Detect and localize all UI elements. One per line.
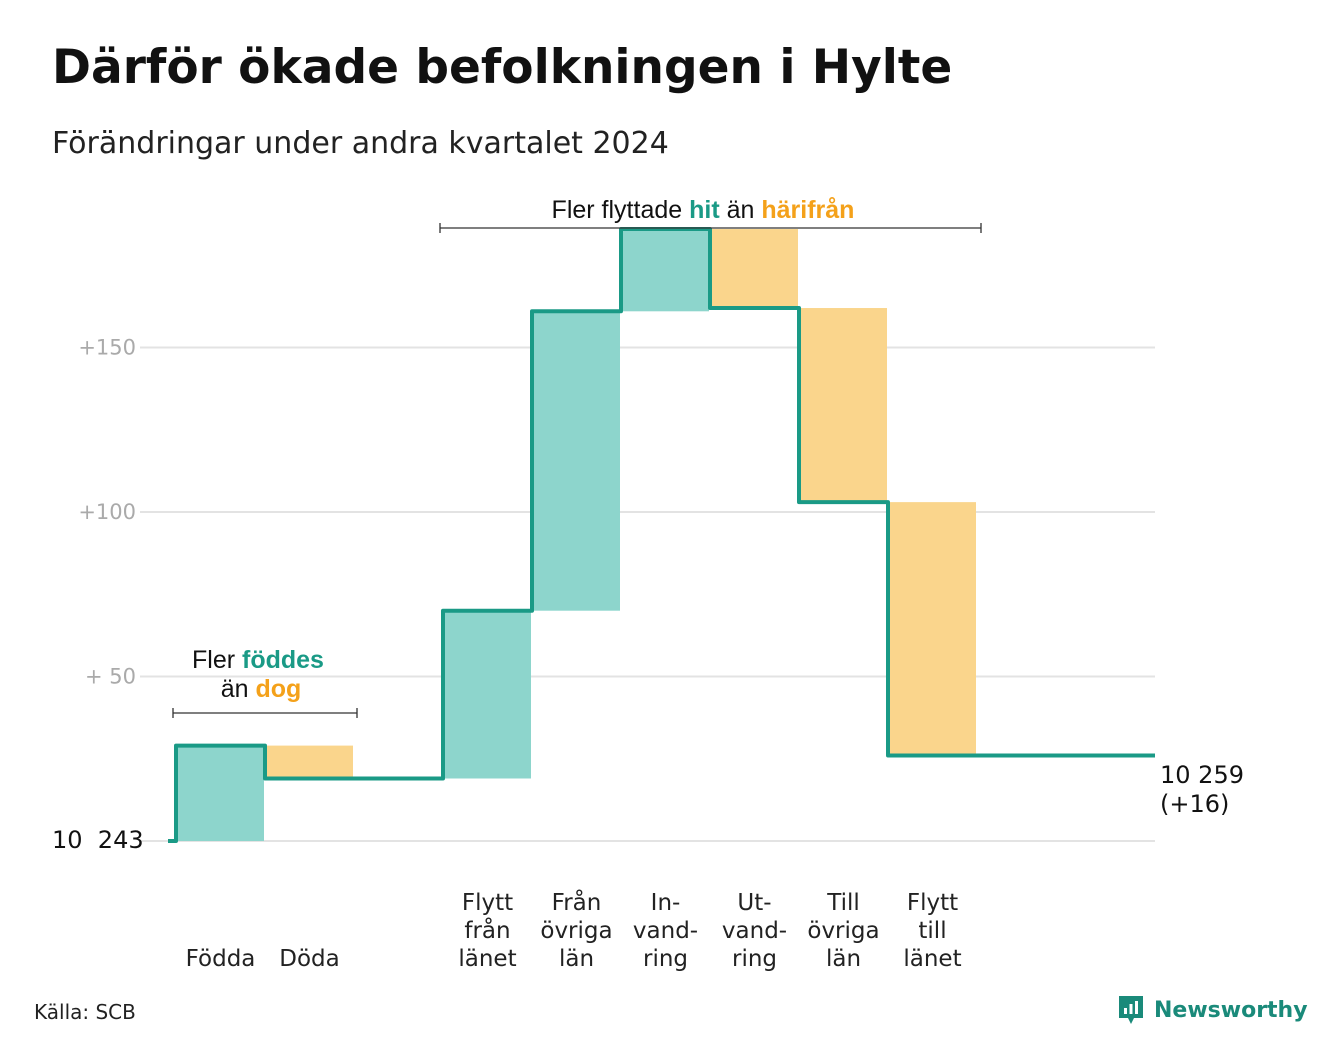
bar-decrease	[799, 308, 887, 503]
births-bracket	[172, 708, 358, 718]
brand-name: Newsworthy	[1154, 997, 1308, 1023]
births-annotation-line2: än dog	[221, 675, 302, 703]
waterfall-chart: +150+100+ 50 Födda DödaFlyttfrånlänetFrån…	[52, 196, 1244, 972]
end-value-label: 10 259	[1160, 761, 1244, 789]
births-annotation-line1: Fler föddes	[192, 646, 324, 674]
category-label: länet	[903, 946, 961, 972]
source-note: Källa: SCB	[34, 1000, 136, 1024]
bar-increase	[176, 745, 264, 841]
y-tick-label: +100	[78, 500, 136, 524]
category-label: Flytt	[907, 890, 958, 916]
gridlines	[140, 346, 1155, 842]
bar-decrease	[710, 229, 798, 309]
moves-bracket	[439, 223, 982, 233]
category-label: vand-	[722, 918, 787, 944]
newsworthy-logo: Newsworthy	[1116, 993, 1308, 1027]
category-label: län	[826, 946, 861, 972]
bar-decrease	[265, 745, 353, 779]
chart-title: Därför ökade befolkningen i Hylte	[52, 40, 953, 95]
category-label: län	[559, 946, 594, 972]
category-label: Födda	[186, 946, 256, 972]
start-value-label: 10 243	[52, 826, 144, 854]
bar-decrease	[888, 502, 976, 756]
category-label: vand-	[633, 918, 698, 944]
bars	[176, 229, 976, 841]
category-labels: Födda DödaFlyttfrånlänetFrånövrigalänIn-v…	[186, 888, 962, 972]
category-label: till	[918, 918, 946, 944]
y-axis-ticks: +150 +100 + 50	[78, 336, 136, 689]
bar-increase	[443, 610, 531, 779]
y-tick-label: + 50	[85, 665, 136, 689]
step-line	[168, 227, 1155, 843]
category-label: Flytt	[462, 890, 513, 916]
chart-subtitle: Förändringar under andra kvartalet 2024	[52, 126, 669, 161]
cumulative-step-line	[168, 227, 1155, 843]
category-label: Ut-	[737, 890, 771, 916]
category-label: Från	[552, 888, 602, 916]
category-label: In-	[651, 890, 681, 916]
category-label: övriga	[540, 918, 612, 944]
category-label: från	[464, 916, 510, 944]
y-tick-label: +150	[78, 336, 136, 360]
category-label: ring	[643, 946, 688, 972]
category-label: övriga	[807, 918, 879, 944]
moves-annotation: Fler flyttade hit än härifrån	[552, 196, 855, 224]
end-change-label: (+16)	[1160, 790, 1229, 818]
category-label: länet	[458, 946, 516, 972]
category-label: Döda	[279, 946, 339, 972]
category-label: ring	[732, 946, 777, 972]
bar-increase	[532, 311, 620, 611]
bar-increase	[621, 229, 709, 312]
newsworthy-logo-icon	[1119, 996, 1143, 1024]
category-label: Till	[826, 890, 860, 916]
